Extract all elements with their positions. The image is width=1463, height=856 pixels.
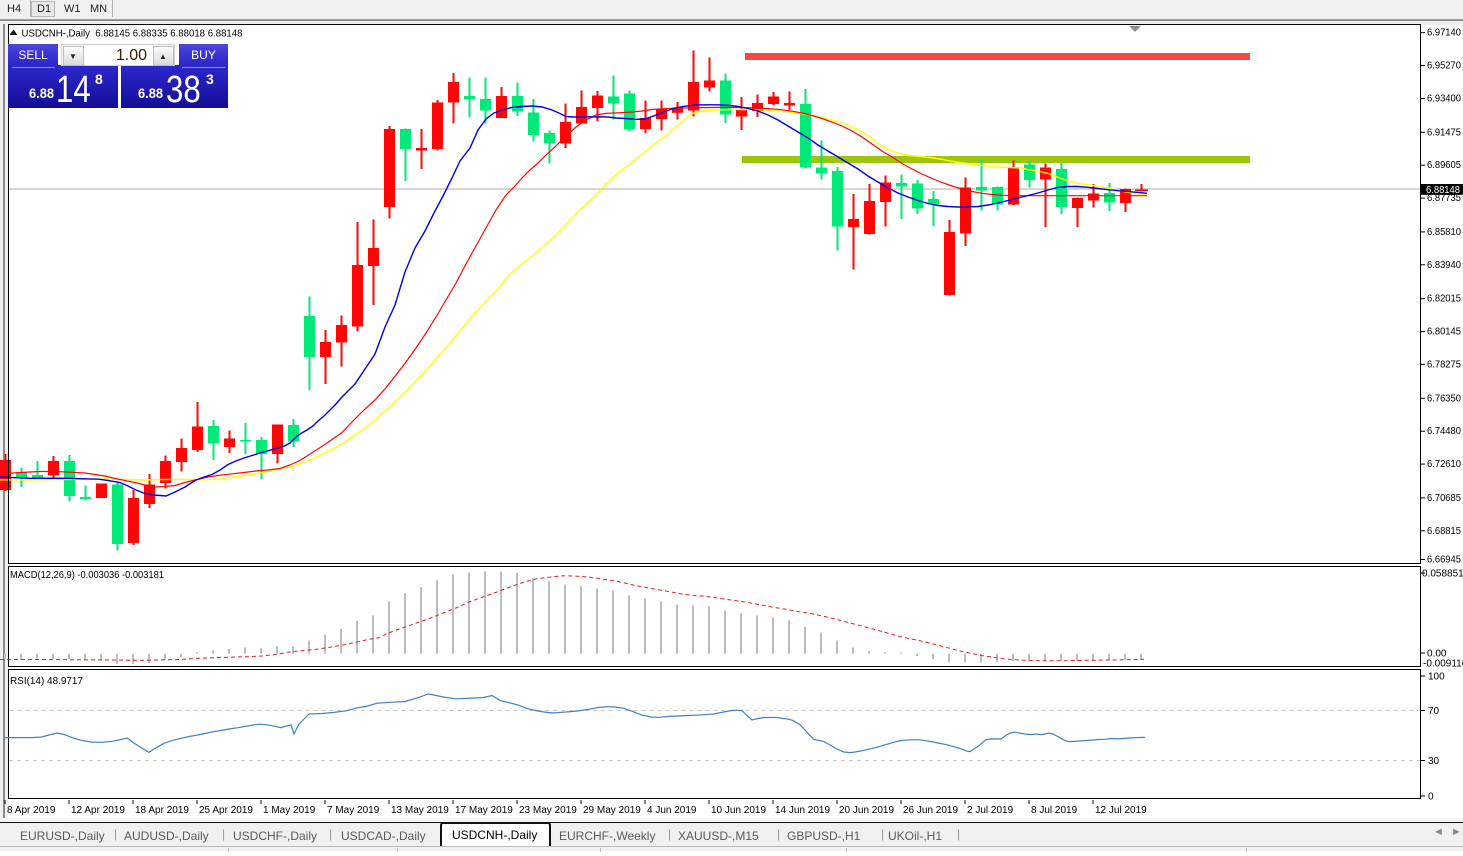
svg-text:MACD(12,26,9) -0.003036 -0.003: MACD(12,26,9) -0.003036 -0.003181 (10, 570, 164, 581)
svg-text:6.80145: 6.80145 (1427, 327, 1461, 338)
svg-text:17 May 2019: 17 May 2019 (455, 805, 513, 816)
svg-text:25 Apr 2019: 25 Apr 2019 (199, 805, 253, 816)
svg-text:30: 30 (1428, 756, 1440, 767)
svg-text:100: 100 (1428, 672, 1445, 683)
svg-text:12 Jul 2019: 12 Jul 2019 (1095, 805, 1147, 816)
svg-text:0: 0 (1428, 792, 1434, 803)
svg-text:6.76350: 6.76350 (1427, 393, 1461, 404)
svg-text:12 Apr 2019: 12 Apr 2019 (71, 805, 125, 816)
svg-text:8 Apr 2019: 8 Apr 2019 (7, 805, 56, 816)
svg-text:10 Jun 2019: 10 Jun 2019 (711, 805, 766, 816)
svg-text:13 May 2019: 13 May 2019 (391, 805, 449, 816)
svg-text:6.66945: 6.66945 (1427, 555, 1461, 566)
svg-text:6.97140: 6.97140 (1427, 28, 1461, 39)
svg-text:8 Jul 2019: 8 Jul 2019 (1031, 805, 1078, 816)
svg-text:23 May 2019: 23 May 2019 (519, 805, 577, 816)
svg-text:6.93400: 6.93400 (1427, 94, 1461, 105)
svg-text:6.83940: 6.83940 (1427, 260, 1461, 271)
svg-text:6.88148: 6.88148 (1426, 185, 1460, 196)
svg-text:6.95270: 6.95270 (1427, 61, 1461, 72)
svg-text:-0.0091163: -0.0091163 (1423, 659, 1463, 670)
svg-text:2 Jul 2019: 2 Jul 2019 (967, 805, 1014, 816)
svg-text:6.70685: 6.70685 (1427, 493, 1461, 504)
svg-text:26 Jun 2019: 26 Jun 2019 (903, 805, 958, 816)
svg-text:USDCNH-,Daily 6.88145 6.88335: USDCNH-,Daily 6.88145 6.88335 6.88018 6.… (22, 28, 243, 40)
svg-text:14 Jun 2019: 14 Jun 2019 (775, 805, 830, 816)
svg-text:29 May 2019: 29 May 2019 (583, 805, 641, 816)
svg-text:6.74480: 6.74480 (1427, 426, 1461, 437)
svg-text:1 May 2019: 1 May 2019 (263, 805, 316, 816)
svg-text:6.85810: 6.85810 (1427, 227, 1461, 238)
svg-text:6.78275: 6.78275 (1427, 359, 1461, 370)
svg-text:7 May 2019: 7 May 2019 (327, 805, 380, 816)
svg-text:6.72610: 6.72610 (1427, 459, 1461, 470)
svg-text:0.058851: 0.058851 (1422, 569, 1463, 580)
svg-text:6.91475: 6.91475 (1427, 127, 1461, 138)
svg-text:6.68815: 6.68815 (1427, 526, 1461, 537)
svg-text:RSI(14) 48.9717: RSI(14) 48.9717 (10, 676, 83, 687)
svg-text:6.89605: 6.89605 (1427, 160, 1461, 171)
svg-text:20 Jun 2019: 20 Jun 2019 (839, 805, 894, 816)
svg-text:6.82015: 6.82015 (1427, 294, 1461, 305)
svg-text:4 Jun 2019: 4 Jun 2019 (647, 805, 697, 816)
svg-text:70: 70 (1428, 706, 1440, 717)
svg-text:18 Apr 2019: 18 Apr 2019 (135, 805, 189, 816)
